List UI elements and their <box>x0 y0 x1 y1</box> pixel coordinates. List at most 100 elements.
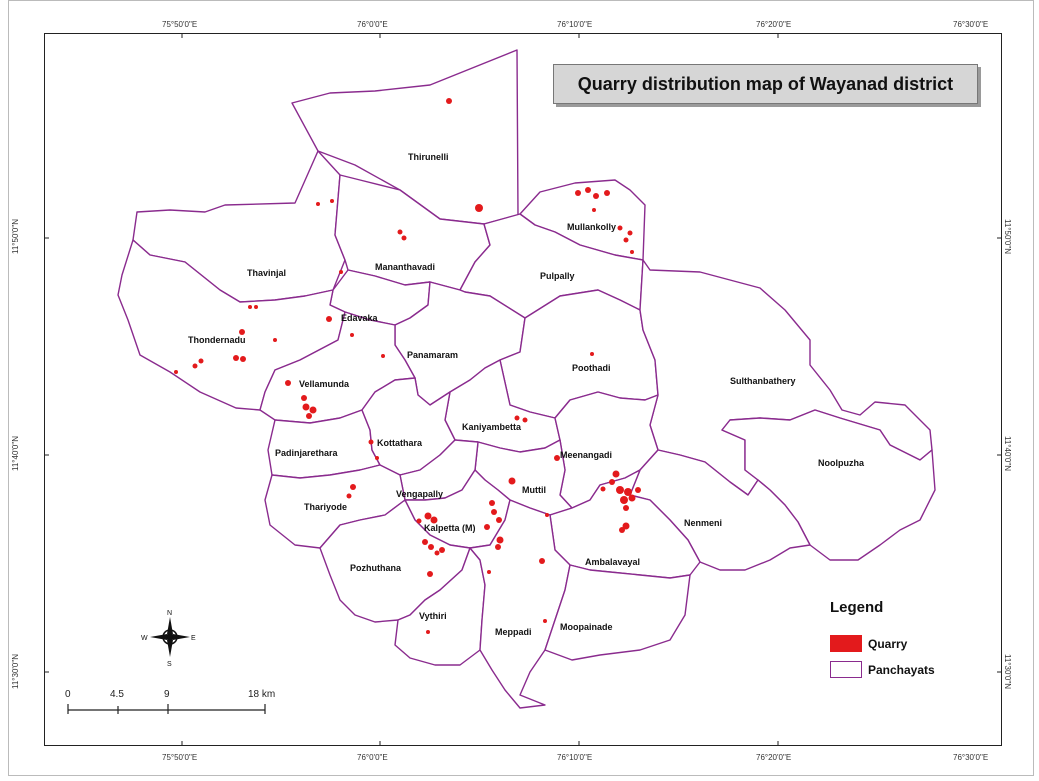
label-thavinjal: Thavinjal <box>247 268 286 278</box>
quarry-point <box>174 370 178 374</box>
map-title: Quarry distribution map of Wayanad distr… <box>553 64 978 104</box>
label-muttil: Muttil <box>522 485 546 495</box>
quarry-point <box>439 547 445 553</box>
label-kalpetta: Kalpetta (M) <box>424 523 476 533</box>
top-tick-2: 76°0'0"E <box>357 20 388 29</box>
quarry-point <box>619 527 625 533</box>
quarry-point <box>446 98 452 104</box>
quarry-point <box>254 305 258 309</box>
quarry-point <box>309 406 317 414</box>
quarry-point <box>630 250 634 254</box>
quarry-point <box>522 417 528 423</box>
legend-label-panchayats: Panchayats <box>868 662 935 677</box>
frame-ticks <box>44 33 1002 746</box>
top-tick-3: 76°10'0"E <box>557 20 593 29</box>
label-nenmeni: Nenmeni <box>684 518 722 528</box>
panchayat-boundaries <box>117 49 936 709</box>
quarry-point <box>434 550 440 556</box>
quarry-point <box>628 494 636 502</box>
quarry-point <box>475 204 483 212</box>
label-kottathara: Kottathara <box>377 438 423 448</box>
quarry-point <box>427 571 433 577</box>
quarry-point <box>593 193 599 199</box>
east-label: E <box>191 635 196 642</box>
quarry-point <box>600 486 606 492</box>
quarry-point <box>543 619 547 623</box>
panchayat-swatch <box>830 661 862 678</box>
label-meenangadi: Meenangadi <box>560 450 612 460</box>
quarry-point <box>316 202 320 206</box>
label-kaniyambetta: Kaniyambetta <box>462 422 522 432</box>
quarry-point <box>428 544 434 550</box>
quarry-point <box>430 516 438 524</box>
label-mullankolly: Mullankolly <box>567 222 616 232</box>
quarry-point <box>620 496 628 504</box>
polygon-padinjarethara <box>267 409 381 479</box>
bottom-tick-2: 76°0'0"E <box>357 753 388 762</box>
quarry-point <box>484 524 490 530</box>
scale-label-4-5: 4.5 <box>110 689 124 700</box>
label-panamaram: Panamaram <box>407 350 458 360</box>
west-label: W <box>141 635 148 642</box>
label-pulpally: Pulpally <box>540 271 575 281</box>
bottom-tick-1: 75°50'0"E <box>162 753 198 762</box>
quarry-point <box>350 333 354 337</box>
quarry-point <box>545 513 549 517</box>
quarry-point <box>495 544 501 550</box>
quarry-point <box>487 570 491 574</box>
scale-label-9: 9 <box>164 689 170 700</box>
label-moopainade: Moopainade <box>560 622 613 632</box>
quarry-point <box>397 229 403 235</box>
top-tick-4: 76°20'0"E <box>756 20 792 29</box>
quarry-point <box>508 477 516 485</box>
quarry-point <box>239 329 245 335</box>
quarry-point <box>326 316 332 322</box>
quarry-point <box>248 305 252 309</box>
quarry-point <box>604 190 610 196</box>
quarry-point <box>401 235 407 241</box>
quarry-point <box>592 208 596 212</box>
legend-item-quarry: Quarry <box>830 635 907 652</box>
legend-item-panchayats: Panchayats <box>830 661 935 678</box>
quarry-point <box>491 509 497 515</box>
label-thirunelli: Thirunelli <box>408 152 449 162</box>
quarry-point <box>489 500 495 506</box>
quarry-point <box>285 380 291 386</box>
quarry-point <box>539 558 545 564</box>
quarry-point <box>273 338 277 342</box>
scale-bar <box>67 704 266 714</box>
top-tick-5: 76°30'0"E <box>953 20 989 29</box>
quarry-point <box>198 358 204 364</box>
quarry-point <box>302 403 310 411</box>
quarry-point <box>192 363 198 369</box>
north-label: N <box>167 610 172 617</box>
label-mananthavadi: Mananthavadi <box>375 262 435 272</box>
quarry-point <box>350 484 356 490</box>
scale-label-18km: 18 km <box>248 689 276 700</box>
quarry-point <box>624 488 632 496</box>
quarry-point <box>368 439 374 445</box>
quarry-point <box>496 517 502 523</box>
panchayat-labels: Thirunelli Mullankolly Thavinjal Mananth… <box>188 152 865 637</box>
quarry-point <box>301 395 307 401</box>
label-ambalavayal: Ambalavayal <box>585 557 640 567</box>
polygon-moopainade <box>544 564 691 661</box>
outer-frame <box>8 0 1034 776</box>
quarry-point <box>346 493 352 499</box>
polygon-meppadi <box>469 499 571 709</box>
quarry-point <box>514 415 520 421</box>
quarry-point <box>240 356 246 362</box>
quarry-point <box>424 512 432 520</box>
quarry-point <box>612 470 620 478</box>
label-vellamunda: Vellamunda <box>299 379 350 389</box>
label-thariyode: Thariyode <box>304 502 347 512</box>
quarry-point <box>496 536 504 544</box>
quarry-point <box>585 187 591 193</box>
south-label: S <box>167 661 172 668</box>
bottom-tick-5: 76°30'0"E <box>953 753 989 762</box>
quarry-point <box>609 479 615 485</box>
quarry-point <box>426 630 430 634</box>
label-poothadi: Poothadi <box>572 363 611 373</box>
quarry-point <box>617 225 623 231</box>
